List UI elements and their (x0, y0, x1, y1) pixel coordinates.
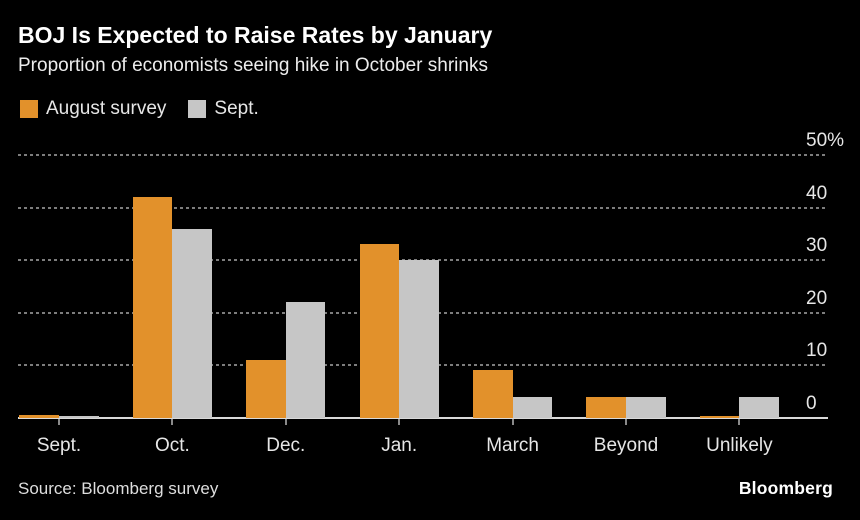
y-axis-label-50: 50% (806, 130, 845, 151)
source-note: Source: Bloomberg survey (18, 479, 219, 498)
x-axis-tick-dec (284, 418, 287, 425)
chart-legend: August survey Sept. (20, 98, 259, 120)
y-axis-label-20: 20 (806, 287, 828, 309)
x-axis-tick-beyond (625, 418, 627, 425)
bar-august-survey-march (472, 370, 513, 418)
y-axis-label-30: 30 (806, 235, 828, 256)
y-axis-label-10: 10 (806, 340, 828, 361)
bar-august-survey-jan (359, 244, 400, 418)
bloomberg-logo: Bloomberg (738, 478, 833, 498)
bar-sept-march (512, 396, 553, 418)
x-axis-label-dec: Dec. (266, 435, 306, 456)
bar-sept-unlikely (739, 396, 780, 418)
gridline-40 (18, 206, 828, 209)
gridline-50 (18, 154, 828, 156)
x-axis-tick-jan (398, 418, 401, 425)
x-axis-tick-oct (171, 418, 174, 425)
bar-sept-sept (59, 416, 99, 418)
x-axis-tick-sept (58, 418, 60, 425)
legend-item-august-survey: August survey (20, 98, 166, 120)
chart-title: BOJ Is Expected to Raise Rates by Januar… (18, 22, 493, 48)
bar-sept-jan (399, 260, 439, 418)
legend-swatch-icon (20, 100, 38, 118)
legend-label: August survey (46, 98, 167, 119)
x-axis-tick-unlikely (738, 418, 741, 425)
x-axis-label-jan: Jan. (381, 435, 418, 456)
legend-swatch-icon (188, 100, 207, 118)
bar-sept-dec (285, 302, 326, 418)
x-axis-label-march: March (486, 435, 539, 456)
x-axis-label-beyond: Beyond (593, 435, 659, 456)
bar-august-survey-oct (132, 197, 173, 418)
x-axis-label-unlikely: Unlikely (706, 435, 773, 456)
bar-august-survey-sept (19, 415, 59, 418)
y-axis-label-40: 40 (806, 182, 828, 204)
chart-subtitle: Proportion of economists seeing hike in … (18, 55, 488, 76)
bar-august-survey-beyond (586, 396, 626, 418)
y-axis-label-0: 0 (806, 392, 817, 414)
bar-sept-beyond (626, 396, 666, 418)
x-axis-label-sept: Sept. (36, 435, 82, 456)
bar-august-survey-unlikely (699, 415, 740, 418)
bar-sept-oct (172, 228, 213, 418)
legend-label: Sept. (214, 98, 259, 119)
x-axis-label-oct: Oct. (154, 435, 190, 456)
bar-august-survey-dec (246, 359, 286, 418)
x-axis-baseline (18, 416, 828, 419)
legend-item-sept: Sept. (188, 98, 259, 120)
x-axis-tick-march (511, 418, 514, 425)
